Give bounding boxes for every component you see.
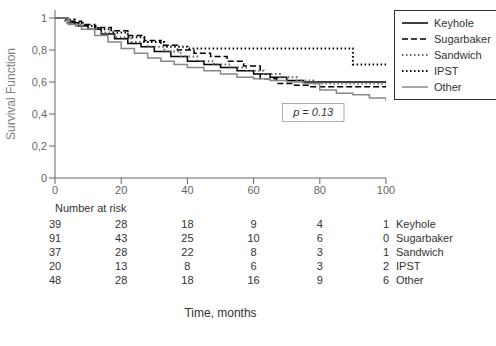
svg-text:0,4: 0,4 bbox=[32, 108, 47, 120]
html-text:IPST: IPST bbox=[396, 260, 421, 272]
html-text:1: 1 bbox=[382, 246, 390, 258]
html-text:Other: Other bbox=[434, 81, 462, 93]
html-text:1: 1 bbox=[382, 218, 390, 230]
html-text:Keyhole: Keyhole bbox=[434, 17, 474, 29]
svg-text:Survival Function: Survival Function bbox=[8, 48, 18, 140]
html-text:48: 48 bbox=[48, 274, 62, 286]
html-text:Keyhole: Keyhole bbox=[396, 218, 436, 230]
html-text:3: 3 bbox=[316, 246, 323, 258]
html-text:4: 4 bbox=[316, 218, 323, 230]
html-text:16: 16 bbox=[247, 274, 260, 286]
svg-text:40: 40 bbox=[181, 184, 193, 196]
svg-text:p = 0.13: p = 0.13 bbox=[292, 106, 334, 118]
html-text:9: 9 bbox=[250, 218, 257, 230]
html-text:6: 6 bbox=[382, 274, 390, 286]
html-text:Sandwich: Sandwich bbox=[396, 246, 444, 258]
html-text:2: 2 bbox=[382, 260, 390, 272]
svg-text:1: 1 bbox=[41, 12, 47, 24]
svg-text:0,6: 0,6 bbox=[32, 76, 47, 88]
html-text:6: 6 bbox=[250, 260, 257, 272]
html-text:6: 6 bbox=[316, 232, 323, 244]
html-text:20: 20 bbox=[48, 260, 62, 272]
html-text:Sugarbaker: Sugarbaker bbox=[396, 232, 453, 244]
html-text:8: 8 bbox=[184, 260, 191, 272]
svg-text:80: 80 bbox=[314, 184, 326, 196]
html-text:25: 25 bbox=[181, 232, 194, 244]
svg-text:0: 0 bbox=[52, 184, 58, 196]
html-text:28: 28 bbox=[115, 274, 128, 286]
html-text:3: 3 bbox=[316, 260, 323, 272]
html-text:8: 8 bbox=[250, 246, 257, 258]
html-text:Number at risk: Number at risk bbox=[55, 202, 127, 214]
html-text:37: 37 bbox=[48, 246, 62, 258]
svg-text:60: 60 bbox=[247, 184, 259, 196]
svg-text:20: 20 bbox=[115, 184, 127, 196]
html-text:13: 13 bbox=[115, 260, 128, 272]
html-text:0: 0 bbox=[382, 232, 390, 244]
html-text:18: 18 bbox=[181, 274, 194, 286]
html-text:22: 22 bbox=[181, 246, 194, 258]
html-text:Sugarbaker: Sugarbaker bbox=[434, 33, 491, 45]
html-text:IPST: IPST bbox=[434, 65, 459, 77]
html-text:10: 10 bbox=[247, 232, 260, 244]
html-text:43: 43 bbox=[115, 232, 128, 244]
svg-text:100: 100 bbox=[377, 184, 395, 196]
svg-text:0,8: 0,8 bbox=[32, 44, 47, 56]
html-text:Other: Other bbox=[396, 274, 424, 286]
html-text:9: 9 bbox=[316, 274, 323, 286]
html-text:28: 28 bbox=[115, 246, 128, 258]
html-text:18: 18 bbox=[181, 218, 194, 230]
html-text:28: 28 bbox=[115, 218, 128, 230]
svg-text:0: 0 bbox=[41, 172, 47, 184]
html-text:Sandwich: Sandwich bbox=[434, 49, 482, 61]
html-text:Time, months: Time, months bbox=[184, 306, 257, 320]
svg-text:0,2: 0,2 bbox=[32, 140, 47, 152]
html-text:39: 39 bbox=[48, 218, 62, 230]
html-text:91: 91 bbox=[48, 232, 62, 244]
